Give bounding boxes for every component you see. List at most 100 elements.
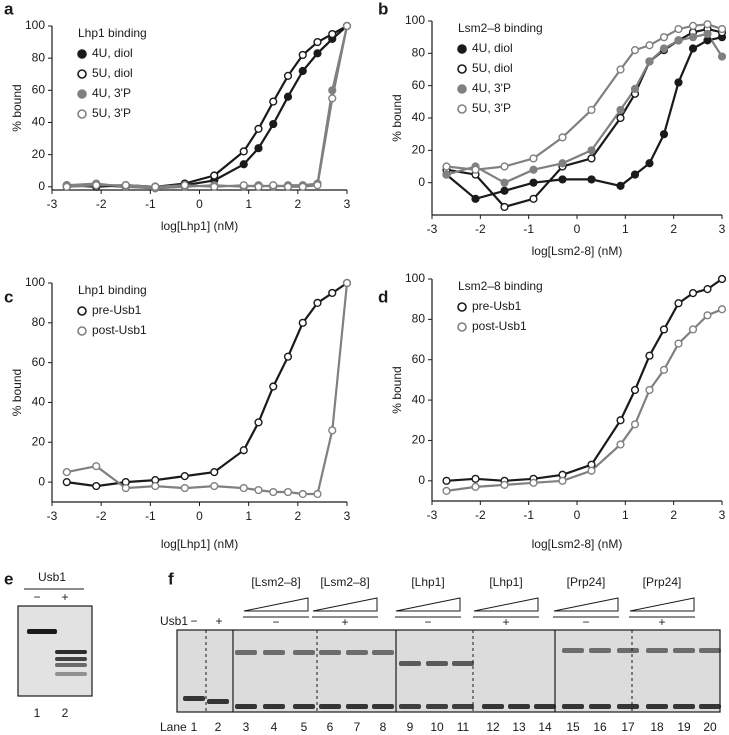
- y-axis-label: % bound: [10, 84, 24, 131]
- legend-title: Lsm2–8 binding: [458, 21, 543, 35]
- data-point: [529, 478, 538, 487]
- data-point: [313, 37, 322, 47]
- data-point: [442, 170, 451, 179]
- data-point: [703, 29, 712, 39]
- data-point: [616, 416, 625, 425]
- gel-band: [27, 629, 57, 634]
- y-tick-label: 100: [405, 13, 425, 27]
- concentration-wedge: [395, 597, 461, 612]
- data-point: [239, 181, 248, 190]
- lane-number: 1: [191, 720, 198, 734]
- data-point: [283, 352, 293, 361]
- data-point: [151, 182, 160, 191]
- x-tick-label: 3: [344, 197, 351, 211]
- y-axis-label: % bound: [390, 94, 404, 141]
- legend-marker: [457, 64, 467, 74]
- gel-band: [263, 704, 285, 709]
- gel-band: [346, 704, 368, 709]
- data-point: [313, 298, 322, 308]
- x-tick-label: -2: [475, 508, 486, 522]
- y-axis-label: % bound: [10, 369, 24, 416]
- usb1-condition: +: [341, 615, 348, 629]
- concentration-wedge: [473, 597, 539, 612]
- data-point: [328, 94, 337, 103]
- lane-number: 3: [243, 720, 250, 734]
- data-point: [254, 124, 263, 134]
- lane-number: 2: [215, 720, 222, 734]
- lane-number: 18: [650, 720, 664, 734]
- lane-number: 2: [62, 706, 69, 720]
- x-axis-label: log[Lsm2-8] (nM): [532, 244, 623, 258]
- lane-number: 14: [538, 720, 552, 734]
- panel-letter: e: [4, 569, 13, 588]
- data-point: [471, 482, 480, 491]
- concentration-wedge: [243, 597, 309, 612]
- data-point: [529, 165, 538, 174]
- x-tick-label: -3: [47, 509, 58, 523]
- usb1-condition: −: [582, 615, 589, 629]
- panel-letter: f: [168, 569, 174, 588]
- lane-number: 15: [566, 720, 580, 734]
- data-point: [121, 181, 130, 190]
- usb1-condition: +: [215, 614, 222, 628]
- data-point: [703, 311, 712, 320]
- gel-band: [562, 704, 584, 709]
- gel-band: [319, 704, 341, 709]
- legend-label: 4U, 3'P: [92, 86, 131, 100]
- x-tick-label: -3: [427, 222, 438, 236]
- gel-band: [55, 663, 87, 667]
- x-tick-label: 0: [574, 222, 581, 236]
- y-tick-label: 100: [25, 18, 45, 32]
- y-tick-label: 60: [412, 78, 426, 92]
- data-point: [180, 483, 189, 493]
- data-point: [717, 274, 727, 284]
- lane-number: 20: [703, 720, 717, 734]
- data-point: [717, 24, 727, 34]
- data-point: [239, 446, 248, 455]
- gel-band: [452, 661, 474, 666]
- panel-letter: a: [4, 0, 14, 18]
- data-point: [659, 33, 669, 42]
- data-point: [298, 489, 307, 499]
- lane-number: 10: [430, 720, 444, 734]
- data-point: [92, 462, 101, 471]
- x-axis-label: log[Lsm2-8] (nM): [532, 537, 623, 551]
- x-tick-label: 1: [622, 222, 629, 236]
- data-point: [313, 489, 322, 499]
- gel-band: [673, 648, 695, 653]
- x-tick-label: -1: [523, 222, 534, 236]
- gel-band: [55, 657, 87, 661]
- gel-band: [399, 704, 421, 709]
- gel-band: [319, 650, 341, 655]
- data-point: [587, 175, 596, 184]
- gel-band: [617, 704, 639, 709]
- gel-band: [482, 704, 504, 709]
- legend-marker: [457, 322, 467, 332]
- data-point: [529, 194, 538, 203]
- y-tick-label: 0: [418, 175, 425, 189]
- condition-label: +: [61, 590, 68, 604]
- lane-number: 8: [380, 720, 387, 734]
- data-point: [254, 418, 263, 427]
- y-tick-label: 20: [32, 147, 46, 161]
- data-point: [283, 71, 293, 80]
- data-point: [151, 481, 160, 491]
- x-tick-label: -3: [427, 508, 438, 522]
- data-point: [558, 159, 567, 168]
- lane-number: 5: [301, 720, 308, 734]
- group-label: [Prp24]: [567, 575, 606, 589]
- gel-band: [235, 704, 257, 709]
- data-point: [630, 385, 640, 395]
- data-point: [645, 41, 654, 50]
- data-point: [630, 420, 640, 429]
- y-tick-label: 80: [32, 315, 46, 329]
- group-label: [Lsm2–8]: [320, 575, 369, 589]
- lane-number: 13: [512, 720, 526, 734]
- legend-label: 4U, 3'P: [472, 81, 511, 95]
- data-point: [717, 52, 727, 61]
- data-point: [558, 476, 567, 485]
- data-point: [92, 181, 101, 190]
- gel-band: [589, 648, 611, 653]
- y-tick-label: 20: [32, 434, 46, 448]
- x-axis-label: log[Lhp1] (nM): [161, 537, 238, 551]
